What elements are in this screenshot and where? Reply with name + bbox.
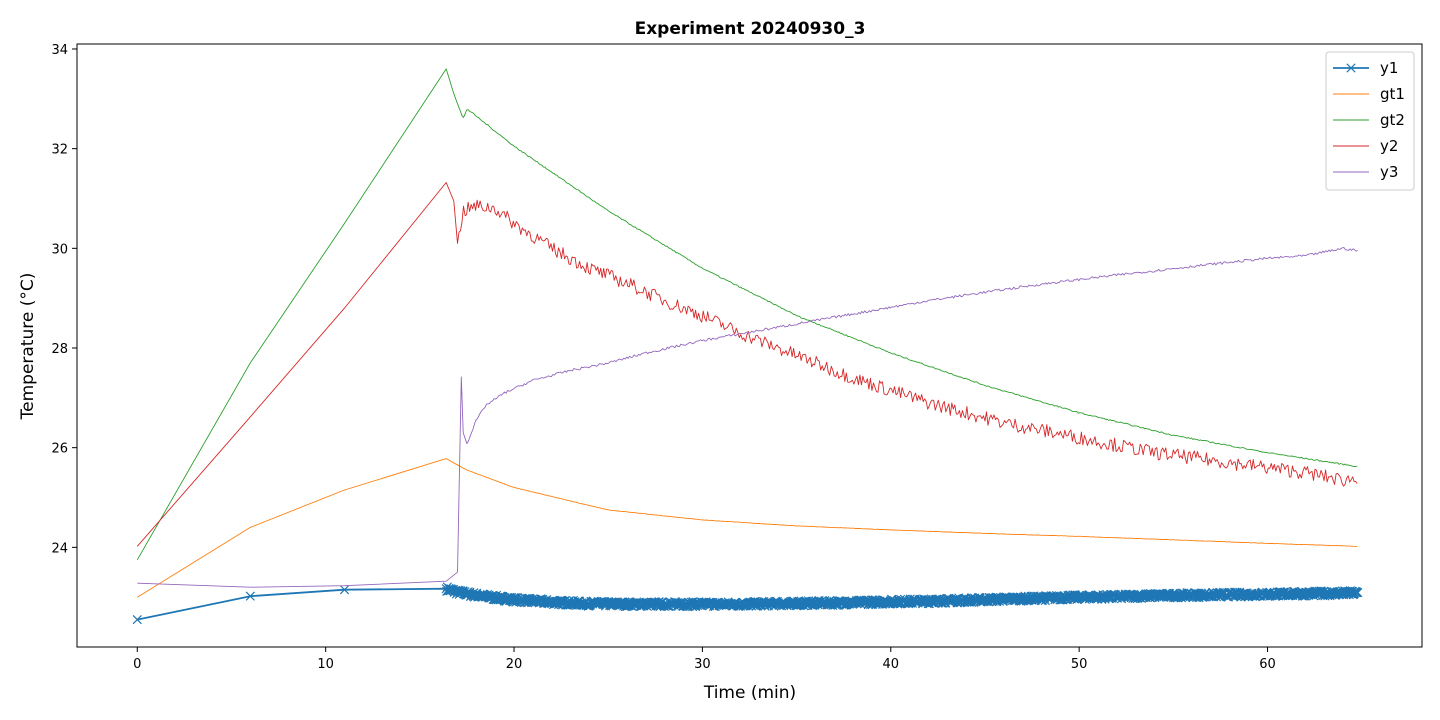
x-tick-label-6: 60 [1259, 657, 1276, 672]
y-tick-label-4: 32 [51, 143, 68, 158]
series-line-y2 [136, 182, 1358, 547]
y-tick-label-3: 30 [51, 242, 68, 257]
legend-label-y3: y3 [1380, 163, 1398, 181]
legend-entry-y3: y3 [1333, 163, 1398, 181]
plot-area [132, 68, 1363, 625]
y-axis-label: Temperature (°C) [18, 273, 38, 421]
x-axis-label: Time (min) [703, 683, 796, 703]
legend-entry-y1: y1 [1333, 59, 1398, 77]
legend-label-y1: y1 [1380, 59, 1398, 77]
y-tick-label-0: 24 [51, 541, 68, 556]
legend-entry-y2: y2 [1333, 137, 1398, 155]
marker-y1-1308 [1179, 588, 1189, 598]
legend-marker-y1 [1346, 63, 1356, 73]
series-y2 [136, 182, 1358, 547]
legend-box [1325, 51, 1415, 191]
marker-y1-2 [339, 585, 350, 595]
marker-y1-0 [132, 614, 142, 625]
y-tick-label-5: 34 [51, 43, 68, 58]
marker-y1-1374 [1216, 588, 1226, 598]
series-line-y3 [137, 247, 1358, 588]
legend-label-gt2: gt2 [1380, 111, 1405, 129]
y-tick-label-2: 28 [51, 342, 68, 357]
x-tick-label-1: 10 [317, 657, 334, 672]
series-line-gt2 [136, 68, 1358, 561]
x-tick-label-3: 30 [694, 657, 711, 672]
marker-y1-1616 [1353, 587, 1363, 598]
legend-entry-gt1: gt1 [1333, 85, 1405, 103]
x-tick-label-2: 20 [506, 657, 523, 672]
legend-label-gt1: gt1 [1380, 85, 1405, 103]
series-y1 [132, 582, 1363, 625]
series-gt1 [137, 458, 1358, 598]
axes-frame [76, 43, 1423, 648]
series-y3 [137, 247, 1358, 588]
x-tick-label-0: 0 [133, 657, 141, 672]
axes: 0 10 20 30 40 50 60 24 26 28 30 32 34 [51, 43, 1423, 672]
x-tick-label-4: 40 [883, 657, 900, 672]
marker-y1-1 [245, 591, 255, 601]
series-gt2 [136, 68, 1358, 561]
legend-label-y2: y2 [1380, 137, 1398, 155]
series-line-gt1 [137, 458, 1358, 598]
chart-title: Experiment 20240930_3 [635, 19, 866, 39]
x-tick-label-5: 50 [1071, 657, 1088, 672]
legend: y1 gt1 gt2 y2 y3 [1325, 51, 1415, 191]
legend-entry-gt2: gt2 [1333, 111, 1405, 129]
y-tick-label-1: 26 [51, 442, 68, 457]
